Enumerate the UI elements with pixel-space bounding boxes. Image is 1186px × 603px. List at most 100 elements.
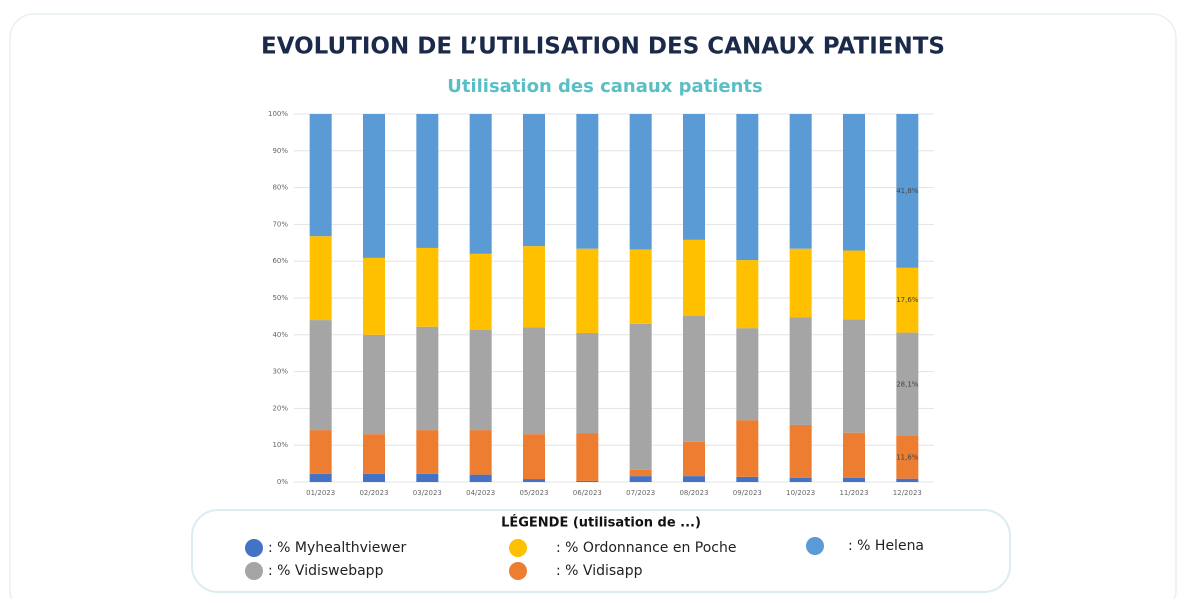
legend-label: : % Ordonnance en Poche (556, 540, 737, 556)
bar-segment (789, 424, 812, 478)
bar-segment (523, 479, 545, 482)
bar-segment (896, 267, 919, 333)
legend-swatch (509, 562, 527, 580)
bar-segment (683, 476, 705, 482)
bar-segment (363, 434, 385, 474)
bar-segment (629, 469, 652, 477)
legend-title: LÉGENDE (utilisation de ...) (501, 515, 701, 531)
bar-segment (629, 323, 652, 470)
x-tick-label: 11/2023 (839, 489, 868, 497)
chart-title: EVOLUTION DE L’UTILISATION DES CANAUX PA… (261, 34, 945, 60)
bar-segment (523, 327, 545, 435)
bar-segment (469, 330, 492, 431)
x-tick-label: 10/2023 (786, 489, 815, 497)
data-label: 11,6% (896, 453, 919, 461)
bar-segment (789, 477, 812, 482)
bar-segment (736, 328, 759, 421)
bar-segment (896, 332, 919, 436)
y-tick-label: 40% (272, 331, 288, 339)
bar-segment (843, 432, 865, 478)
legend-label: : % Vidisapp (556, 563, 643, 579)
bar-segment (309, 236, 332, 321)
bar-segment (576, 114, 599, 249)
bar-segment (843, 114, 865, 251)
bar-segment (309, 114, 332, 237)
bar-segment (843, 319, 865, 433)
x-tick-label: 07/2023 (626, 489, 655, 497)
bar-segment (309, 473, 332, 482)
bar-segment (363, 473, 385, 482)
bar-segment (629, 114, 652, 250)
bar-segment (843, 477, 865, 482)
y-tick-label: 50% (272, 294, 288, 302)
bar-segment (469, 114, 492, 254)
y-tick-label: 30% (272, 368, 288, 376)
bar-segment (896, 478, 919, 482)
x-tick-label: 12/2023 (893, 489, 922, 497)
legend-swatch (509, 539, 527, 557)
bar-segment (789, 317, 812, 425)
legend-swatch (245, 539, 263, 557)
bar-segment (416, 473, 439, 482)
bar-segment (683, 239, 705, 317)
bar-segment (523, 246, 545, 328)
y-tick-label: 20% (272, 404, 288, 412)
chart-subtitle: Utilisation des canaux patients (447, 76, 763, 97)
bar-segment (789, 248, 812, 318)
bar-segment (469, 253, 492, 331)
legend-swatch (245, 562, 263, 580)
x-tick-label: 03/2023 (413, 489, 442, 497)
y-tick-label: 10% (272, 441, 288, 449)
y-tick-label: 80% (272, 184, 288, 192)
bar-segment (629, 476, 652, 482)
x-tick-label: 08/2023 (679, 489, 708, 497)
bar-segment (363, 334, 385, 435)
bar-segment (416, 326, 439, 431)
bar-segment (469, 474, 492, 482)
y-tick-label: 90% (272, 147, 288, 155)
x-tick-label: 05/2023 (519, 489, 548, 497)
bar-segment (736, 420, 759, 477)
bar-segment (363, 114, 385, 258)
x-tick-label: 06/2023 (573, 489, 602, 497)
bar-segment (736, 260, 759, 329)
data-label: 28,1% (896, 380, 919, 388)
bar-segment (843, 250, 865, 320)
bar-segment (363, 257, 385, 335)
legend-label: : % Vidiswebapp (268, 563, 384, 579)
data-label: 17,6% (896, 296, 919, 304)
bar-segment (416, 247, 439, 327)
bar-segment (789, 114, 812, 249)
bar-segment (896, 436, 919, 479)
y-tick-label: 100% (268, 110, 288, 118)
y-tick-label: 70% (272, 220, 288, 228)
bar-segment (576, 248, 599, 333)
bar-segment (523, 114, 545, 247)
data-label: 41,8% (896, 187, 919, 195)
x-tick-label: 09/2023 (733, 489, 762, 497)
y-tick-label: 60% (272, 257, 288, 265)
bar-segment (469, 430, 492, 475)
legend-label: : % Myhealthviewer (268, 540, 406, 556)
x-tick-label: 02/2023 (359, 489, 388, 497)
bar-segment (736, 476, 759, 482)
bar-segment (629, 249, 652, 324)
bar-segment (309, 320, 332, 431)
bar-segment (523, 434, 545, 480)
y-tick-label: 0% (277, 478, 288, 486)
x-tick-label: 04/2023 (466, 489, 495, 497)
bar-segment (416, 430, 439, 474)
bar-segment (576, 480, 599, 482)
bar-segment (683, 441, 705, 477)
bar-segment (896, 114, 919, 268)
bar-segment (683, 316, 705, 442)
bar-segment (736, 114, 759, 261)
bar-segment (683, 114, 705, 240)
legend-box (191, 509, 1011, 593)
bar-segment (576, 332, 599, 434)
bar-segment (416, 114, 439, 248)
bar-segment (309, 430, 332, 474)
x-tick-label: 01/2023 (306, 489, 335, 497)
